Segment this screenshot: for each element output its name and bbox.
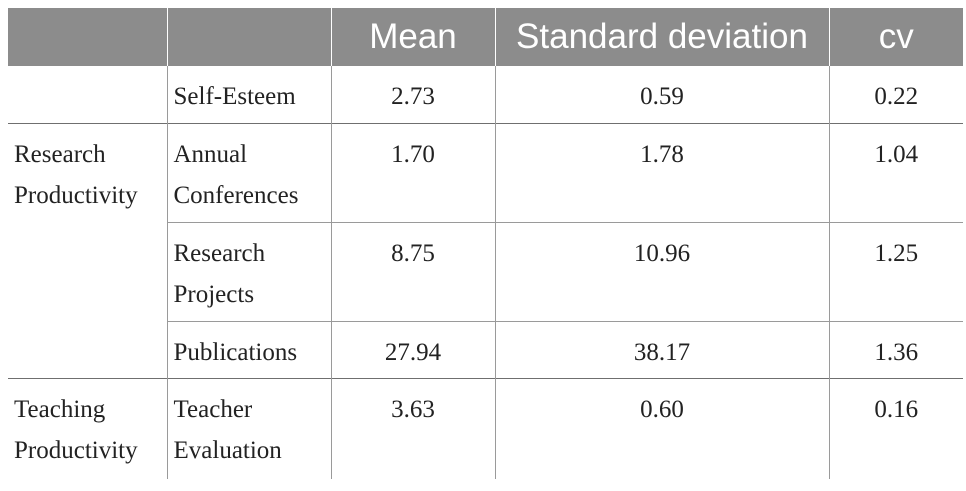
measure-cell: Annual Conferences [166,123,331,223]
table-row: Research Projects 8.75 10.96 1.25 [8,222,963,322]
sd-cell: 10.96 [494,222,829,322]
header-group-cell [8,8,167,66]
sd-cell: 1.78 [494,123,829,223]
cv-cell: 1.25 [828,222,963,322]
header-measure-cell [166,8,331,66]
sd-cell: 0.59 [494,66,829,124]
measure-cell: Research Projects [166,222,331,322]
cv-cell: 1.36 [828,321,963,379]
table-row: Publications 27.94 38.17 1.36 [8,321,963,379]
group-cell: Research Productivity [8,123,167,379]
group-cell: Teaching Productivity [8,378,167,479]
mean-cell: 27.94 [330,321,495,379]
measure-cell: Teacher Evaluation [166,378,331,479]
cv-cell: 0.16 [828,378,963,479]
table-row: Teaching Productivity Teacher Evaluation… [8,378,963,479]
cv-cell: 1.04 [828,123,963,223]
sd-cell: 0.60 [494,378,829,479]
group-cell [8,66,167,124]
table-body: Self-Esteem 2.73 0.59 0.22 Research Prod… [8,66,963,479]
table-row: Research Productivity Annual Conferences… [8,123,963,379]
header-row: Mean Standard deviation cv [8,8,963,66]
table-header: Mean Standard deviation cv [8,8,963,66]
mean-cell: 2.73 [330,66,495,124]
mean-cell: 3.63 [330,378,495,479]
table-row: Self-Esteem 2.73 0.59 0.22 [8,66,963,124]
mean-cell: 8.75 [330,222,495,322]
header-mean: Mean [330,8,495,66]
statistics-table: Mean Standard deviation cv Self-Esteem 2… [8,8,963,479]
sd-cell: 38.17 [494,321,829,379]
measure-cell: Self-Esteem [166,66,331,124]
header-cv: cv [828,8,963,66]
measure-cell: Publications [166,321,331,379]
mean-cell: 1.70 [330,123,495,223]
cv-cell: 0.22 [828,66,963,124]
header-standard-deviation: Standard deviation [494,8,829,66]
